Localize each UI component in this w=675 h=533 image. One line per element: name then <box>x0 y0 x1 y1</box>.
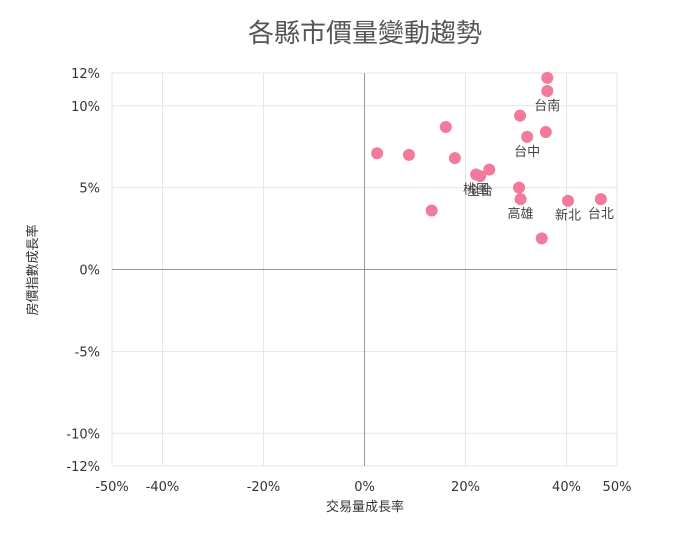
data-point <box>474 170 487 183</box>
x-tick-label: 20% <box>451 480 480 495</box>
point-label: 桃園 <box>463 183 489 198</box>
zero-axes <box>112 73 617 466</box>
y-axis-ticks: 12% 10% 5% 0% -5% -10% -12% <box>66 67 100 475</box>
y-tick-label: -12% <box>66 460 100 475</box>
x-tick-label: 50% <box>603 480 632 495</box>
y-tick-label: -10% <box>66 427 100 442</box>
y-tick-label: 12% <box>71 67 100 82</box>
point-label: 全台 <box>467 183 493 199</box>
data-point <box>439 121 452 134</box>
x-axis-title: 交易量成長率 <box>326 499 404 515</box>
data-point <box>483 163 496 176</box>
point-label: 新北 <box>555 208 581 224</box>
point-label: 台北 <box>588 207 614 222</box>
data-point <box>562 194 575 207</box>
data-point <box>514 193 527 206</box>
data-point <box>371 147 384 160</box>
data-point <box>402 148 415 161</box>
x-tick-label: 0% <box>354 480 375 495</box>
x-axis-ticks: -50% -40% -20% 0% 20% 40% 50% <box>95 480 631 495</box>
data-point <box>425 204 438 217</box>
y-tick-label: 10% <box>71 100 100 115</box>
y-tick-label: -5% <box>75 345 100 360</box>
x-tick-label: -40% <box>146 480 180 495</box>
data-point <box>514 109 527 122</box>
data-point <box>513 181 526 194</box>
data-point <box>541 85 554 98</box>
point-label: 台中 <box>514 145 540 160</box>
point-label: 高雄 <box>508 206 534 222</box>
chart-title: 各縣市價量變動趨勢 <box>248 19 482 49</box>
x-tick-label: 40% <box>552 480 581 495</box>
data-point <box>594 193 607 206</box>
data-point <box>539 125 552 138</box>
data-points <box>371 71 607 245</box>
y-axis-title: 房價指數成長率 <box>25 224 41 315</box>
data-point <box>535 232 548 245</box>
y-tick-label: 0% <box>79 264 100 279</box>
x-tick-label: -20% <box>247 480 281 495</box>
data-point <box>448 152 461 165</box>
data-point <box>521 130 534 143</box>
y-tick-label: 5% <box>79 182 100 197</box>
point-label: 台南 <box>534 98 560 114</box>
x-tick-label: -50% <box>95 480 129 495</box>
data-point <box>541 71 554 84</box>
